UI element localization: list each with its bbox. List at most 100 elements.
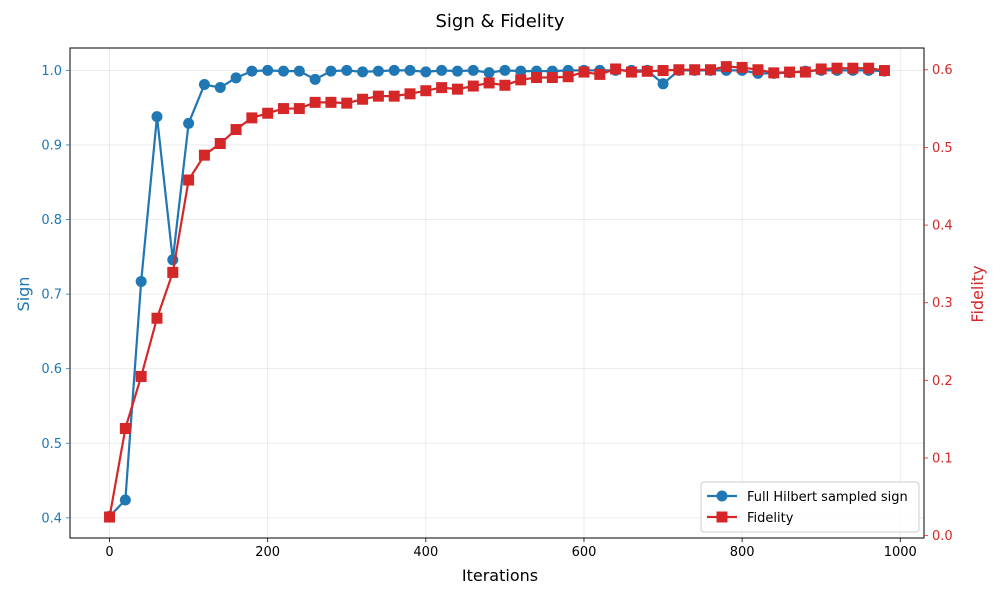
fidelity-point	[578, 67, 589, 78]
y-left-tick-label: 0.8	[41, 213, 62, 228]
sign-point	[262, 65, 273, 76]
sign-point	[183, 118, 194, 129]
fidelity-point	[452, 84, 463, 95]
sign-point	[389, 65, 400, 76]
fidelity-point	[515, 74, 526, 85]
fidelity-point	[721, 61, 732, 72]
fidelity-point	[784, 67, 795, 78]
chart-title: Sign & Fidelity	[436, 11, 565, 32]
fidelity-point	[594, 69, 605, 80]
legend-fidelity-label: Fidelity	[747, 511, 794, 526]
sign-point	[325, 66, 336, 77]
fidelity-point	[215, 138, 226, 149]
fidelity-point	[705, 64, 716, 75]
fidelity-point	[104, 512, 115, 523]
fidelity-point	[863, 63, 874, 74]
fidelity-point	[499, 80, 510, 91]
fidelity-point	[262, 108, 273, 119]
fidelity-series-line	[110, 67, 885, 517]
sign-point	[231, 72, 242, 83]
x-tick-label: 600	[572, 545, 597, 560]
x-tick-label: 1000	[884, 545, 917, 560]
fidelity-point	[879, 65, 890, 76]
y-left-tick-label: 0.7	[41, 288, 62, 303]
fidelity-point	[768, 67, 779, 78]
fidelity-point	[405, 88, 416, 99]
sign-point	[151, 111, 162, 122]
x-tick-label: 200	[255, 545, 280, 560]
fidelity-point	[199, 150, 210, 161]
sign-point	[405, 65, 416, 76]
fidelity-point	[626, 67, 637, 78]
grid-layer	[70, 48, 924, 538]
fidelity-point	[658, 65, 669, 76]
fidelity-point	[484, 77, 495, 88]
fidelity-point	[547, 72, 558, 83]
fidelity-point	[341, 98, 352, 109]
fidelity-point	[689, 64, 700, 75]
y-right-tick-label: 0.1	[932, 452, 953, 467]
fidelity-point	[136, 371, 147, 382]
y-left-tick-label: 0.4	[41, 511, 62, 526]
fidelity-point	[246, 112, 257, 123]
sign-point	[246, 66, 257, 77]
fidelity-point	[278, 103, 289, 114]
y-left-tick-label: 0.5	[41, 437, 62, 452]
sign-point	[658, 78, 669, 89]
y-axis-title-left: Sign	[14, 277, 33, 312]
x-axis-title: Iterations	[462, 566, 538, 585]
sign-point	[215, 82, 226, 93]
sign-point	[373, 66, 384, 77]
fidelity-point	[167, 267, 178, 278]
fidelity-point	[563, 71, 574, 82]
fidelity-point	[832, 63, 843, 74]
fidelity-point	[800, 67, 811, 78]
fidelity-point	[151, 313, 162, 324]
sign-point	[357, 66, 368, 77]
y-left-tick-label: 1.0	[41, 64, 62, 79]
fidelity-point	[325, 97, 336, 108]
x-tick-label: 800	[730, 545, 755, 560]
fidelity-point	[389, 91, 400, 102]
fidelity-point	[468, 81, 479, 92]
legend-sign-label: Full Hilbert sampled sign	[747, 490, 908, 505]
sign-point	[468, 65, 479, 76]
y-right-tick-label: 0.0	[932, 529, 953, 544]
sign-point	[310, 74, 321, 85]
sign-point	[452, 66, 463, 77]
fidelity-point	[420, 85, 431, 96]
sign-point	[341, 65, 352, 76]
fidelity-point	[294, 103, 305, 114]
y-left-tick-label: 0.6	[41, 362, 62, 377]
series-layer	[104, 61, 890, 522]
sign-point	[420, 66, 431, 77]
fidelity-point	[231, 124, 242, 135]
fidelity-point	[310, 97, 321, 108]
sign-point	[120, 494, 131, 505]
legend-sign-marker	[717, 491, 728, 502]
y-right-tick-label: 0.2	[932, 374, 953, 389]
y-right-tick-label: 0.6	[932, 63, 953, 78]
fidelity-point	[120, 423, 131, 434]
fidelity-point	[531, 72, 542, 83]
y-axis-title-right: Fidelity	[968, 265, 987, 322]
fidelity-point	[436, 82, 447, 93]
fidelity-point	[357, 94, 368, 105]
sign-point	[499, 65, 510, 76]
fidelity-point	[373, 91, 384, 102]
sign-point	[136, 276, 147, 287]
sign-point	[484, 67, 495, 78]
sign-point	[278, 66, 289, 77]
sign-point	[436, 65, 447, 76]
sign-point	[199, 79, 210, 90]
fidelity-point	[673, 64, 684, 75]
sign-point	[294, 66, 305, 77]
legend: Full Hilbert sampled sign Fidelity	[701, 482, 919, 532]
x-tick-label: 0	[105, 545, 113, 560]
fidelity-point	[610, 63, 621, 74]
plot-frame	[70, 48, 924, 538]
fidelity-point	[752, 64, 763, 75]
y-right-tick-label: 0.5	[932, 141, 953, 156]
x-tick-label: 400	[413, 545, 438, 560]
